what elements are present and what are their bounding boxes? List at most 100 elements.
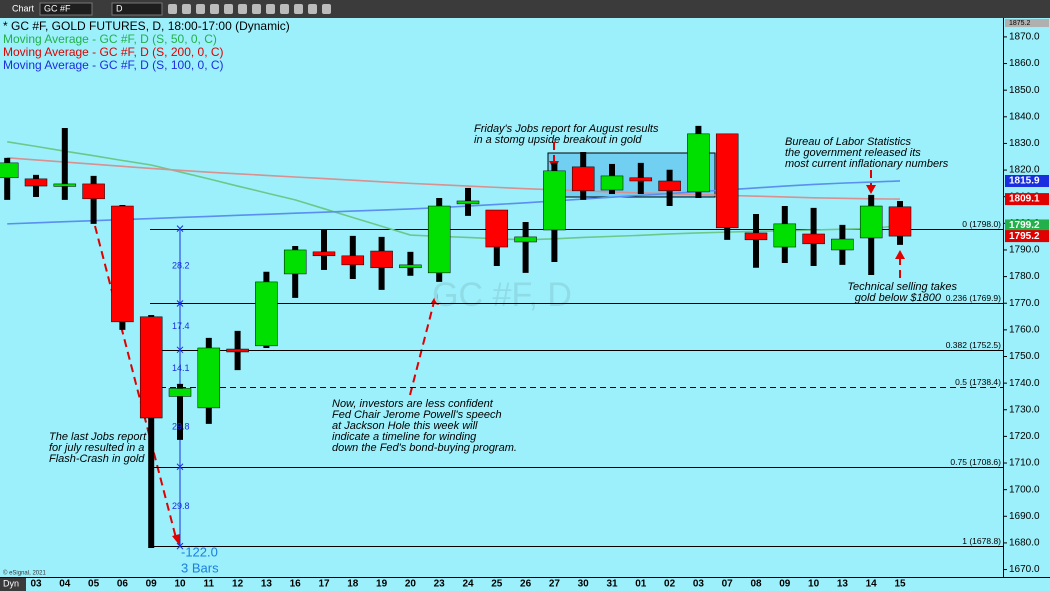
chart-title: * GC #F, GOLD FUTURES, D, 18:00-17:00 (D… [3, 19, 290, 33]
x-tick-label: 31 [606, 579, 618, 590]
x-tick-label: 15 [894, 579, 906, 590]
annotation: Fed Chair Jerome Powell's speech [332, 409, 502, 421]
x-tick-label: 14 [866, 579, 878, 590]
legend-entry: Moving Average - GC #F, D (S, 200, 0, C) [3, 45, 224, 59]
fib-label: 0.75 (1708.6) [950, 457, 1001, 467]
candle-body [571, 166, 595, 192]
price-badge-label: 1795.2 [1009, 231, 1040, 242]
candle-body [283, 249, 307, 275]
watermark: GC #F, D [432, 276, 572, 314]
candle-body [859, 205, 883, 239]
toolbar [0, 0, 1050, 18]
x-tick-label: 10 [808, 579, 820, 590]
y-tick-label: 1710.0 [1009, 458, 1040, 469]
candle-body [53, 183, 77, 187]
fib-label: 0.5 (1738.4) [955, 377, 1001, 387]
x-tick-label: 09 [146, 579, 158, 590]
x-tick-label: 11 [204, 579, 215, 590]
footer-mode-box [0, 578, 26, 591]
x-tick-label: 03 [693, 579, 705, 590]
annotation: the government released its [785, 147, 921, 159]
candle-body [312, 251, 336, 257]
y-tick-label: 1750.0 [1009, 351, 1040, 362]
symbol-box[interactable] [39, 2, 93, 16]
candle-body [24, 178, 48, 187]
candle-body [82, 183, 105, 200]
x-tick-label: 01 [635, 579, 647, 590]
price-badge-label: 1799.2 [1009, 220, 1040, 231]
annotation: Flash-Crash in gold [49, 453, 145, 465]
legend-entry: Moving Average - GC #F, D (S, 100, 0, C) [3, 58, 224, 72]
price-badge-label: 1809.1 [1009, 194, 1040, 205]
annotation: Bureau of Labor Statistics [785, 136, 911, 148]
fib-label: 0.382 (1752.5) [946, 340, 1001, 350]
toolbar-symbol[interactable]: GC #F [44, 3, 71, 13]
x-tick-label: 10 [174, 579, 186, 590]
candle-body [485, 209, 509, 248]
candle-body [111, 205, 134, 323]
measure-segment: 17.4 [172, 321, 190, 331]
y-tick-label: 1680.0 [1009, 538, 1040, 549]
x-tick-label: 02 [664, 579, 676, 590]
candle-body [139, 316, 163, 419]
candle-body [514, 236, 537, 243]
price-badge [1005, 230, 1049, 243]
candle-body [687, 133, 710, 193]
candle-body [226, 348, 249, 353]
candle-body [773, 223, 797, 248]
x-tick-label: 13 [261, 579, 273, 590]
y-tick-label: 1780.0 [1009, 271, 1040, 282]
toolbar-interval[interactable]: D [116, 3, 123, 13]
arrows [94, 142, 901, 539]
price-badge [1005, 193, 1049, 206]
moving-average [7, 141, 901, 241]
y-tick-label: 1870.0 [1009, 32, 1040, 43]
candle-body [715, 133, 739, 229]
x-tick-label: 03 [30, 579, 42, 590]
y-tick-label: 1740.0 [1009, 378, 1040, 389]
y-tick-label: 1720.0 [1009, 431, 1040, 442]
y-tick-label: 1700.0 [1009, 484, 1040, 495]
moving-average [7, 157, 901, 200]
candles [0, 125, 912, 548]
candle-body [427, 205, 451, 274]
x-tick-label: 25 [491, 579, 503, 590]
y-tick-label: 1730.0 [1009, 404, 1040, 415]
price-badge [1005, 174, 1049, 187]
annotation: Now, investors are less confident [332, 398, 494, 410]
candle-body [802, 233, 825, 245]
candle-body [456, 200, 480, 205]
y-tick-label: 1820.0 [1009, 165, 1040, 176]
footer-mode: Dyn [3, 578, 19, 588]
candle-body [600, 175, 624, 191]
measure-node [176, 225, 184, 233]
annotation: down the Fed's bond-buying program. [332, 442, 517, 454]
candle-body [831, 238, 854, 251]
measure-node [176, 346, 184, 354]
interval-box[interactable] [111, 2, 163, 16]
x-tick-label: 16 [290, 579, 302, 590]
x-tick-label: 23 [434, 579, 446, 590]
y-tick-label: 1690.0 [1009, 511, 1040, 522]
toolbar-app: Chart [12, 3, 35, 13]
legend-entry: Moving Average - GC #F, D (S, 50, 0, C) [3, 32, 217, 46]
x-tick-label: 06 [117, 579, 129, 590]
fib-label: 0 (1798.0) [962, 219, 1001, 229]
annotation: indicate a timeline for winding [332, 431, 477, 443]
fib-label: 0.236 (1769.9) [946, 293, 1001, 303]
y-tick-label: 1760.0 [1009, 324, 1040, 335]
annotation: for july resulted in a [49, 442, 144, 454]
x-tick-label: 27 [549, 579, 561, 590]
x-tick-label: 20 [405, 579, 417, 590]
candle-body [168, 388, 192, 397]
x-tick-label: 08 [750, 579, 762, 590]
annotation: Friday's Jobs report for August results [474, 123, 659, 135]
y-tick-label: 1860.0 [1009, 58, 1040, 69]
y-tick-label: 1850.0 [1009, 85, 1040, 96]
candle-body [0, 162, 19, 179]
plot-area [0, 18, 1003, 577]
candle-body [399, 264, 422, 269]
measure-segment: 14.1 [172, 363, 190, 373]
